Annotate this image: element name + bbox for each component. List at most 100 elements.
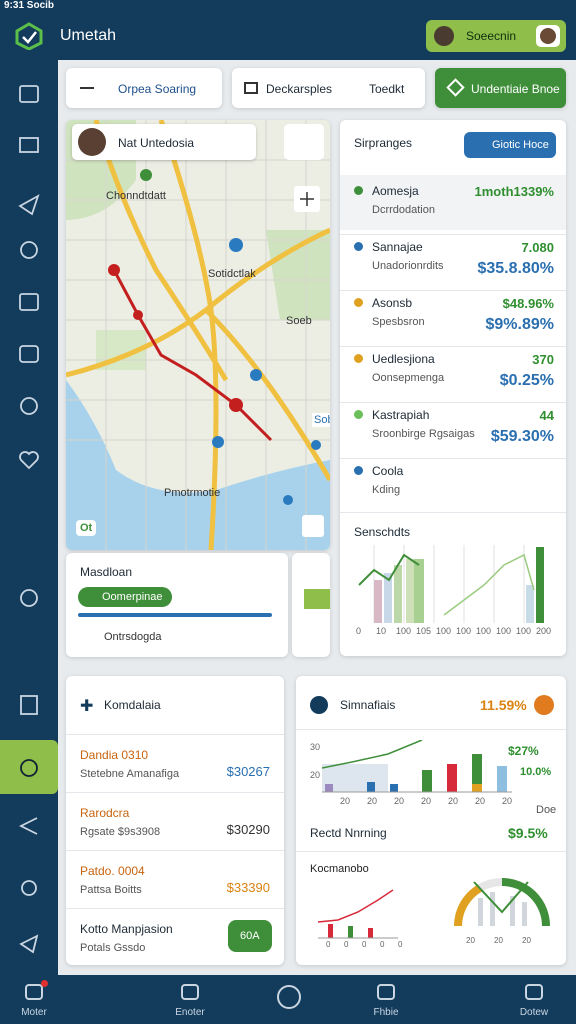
- graphic: [266, 230, 330, 320]
- graphic: [250, 369, 262, 381]
- nav-label[interactable]: Dotew: [519, 1007, 549, 1018]
- route-pill[interactable]: Oomerpinae: [78, 587, 172, 607]
- item-change: $59.30%: [490, 428, 554, 445]
- nav-label[interactable]: Moter: [21, 1007, 47, 1018]
- graphic: [19, 85, 39, 103]
- account-button[interactable]: 60A: [228, 920, 272, 952]
- item-name[interactable]: Asonsb: [372, 296, 413, 310]
- sidebar-icons: [18, 85, 40, 954]
- graphic: [229, 238, 243, 252]
- item-name[interactable]: Aomesja: [372, 184, 419, 198]
- map-label: Soeb: [286, 315, 312, 327]
- axis-label: 100: [456, 626, 472, 636]
- map[interactable]: Nat Untedosia Chonndtdatt Sotidctlak Soe…: [66, 120, 330, 550]
- filter-button[interactable]: Deckarsples Toedkt: [232, 68, 425, 108]
- map-tool[interactable]: [284, 124, 324, 160]
- accounts-card: ✚ Komdalaia Dandia 0310 Stetebne Amanafig…: [66, 676, 284, 965]
- row-name[interactable]: Kotto Manpjasion: [80, 922, 173, 936]
- graphic: [108, 264, 243, 412]
- icon: ✚: [80, 698, 94, 715]
- row-name[interactable]: Patdo. 0004: [80, 864, 145, 878]
- route-card-side: [292, 553, 330, 657]
- graphic: [473, 881, 529, 914]
- avatar: [540, 28, 556, 44]
- places-title: Sirpranges: [354, 136, 413, 150]
- axis-label: 0: [398, 940, 403, 949]
- icon: [310, 696, 328, 714]
- separator: [66, 850, 284, 851]
- graphic: [390, 784, 398, 792]
- axis-label: 20: [421, 796, 432, 806]
- pill: [304, 589, 330, 609]
- icon: [534, 695, 554, 715]
- action-button[interactable]: Undentiaie Bnoe: [435, 68, 566, 108]
- item-name[interactable]: Coola: [372, 464, 404, 478]
- map-label: Chonndtdatt: [106, 190, 166, 202]
- item-value: 7.080: [521, 240, 554, 255]
- gauge: [454, 878, 550, 927]
- filter-label: Deckarsples: [266, 82, 333, 96]
- graphic: [140, 169, 152, 181]
- item-value: 1moth1339%: [474, 184, 554, 199]
- axis-label: 20: [502, 796, 513, 806]
- axis-label: 0: [362, 940, 367, 949]
- nav-icon[interactable]: [181, 984, 199, 1000]
- location-box[interactable]: Nat Untedosia: [72, 124, 256, 160]
- nav-icon[interactable]: [377, 984, 395, 1000]
- summary-title: Simnafiais: [340, 698, 396, 712]
- row-detail: Potals Gssdo: [80, 942, 146, 954]
- route-item: Ontrsdogda: [104, 631, 162, 643]
- graphic: [510, 896, 515, 926]
- nav-icon[interactable]: [25, 984, 43, 1000]
- graphic: [22, 31, 37, 44]
- progress-bar: [78, 613, 272, 617]
- row-detail: Stetebne Amanafiga: [80, 768, 180, 780]
- graphic: [212, 238, 321, 505]
- axis-label: 20: [475, 796, 486, 806]
- item-name[interactable]: Kastrapiah: [372, 408, 430, 422]
- nav-label[interactable]: Enoter: [175, 1007, 205, 1018]
- item-name[interactable]: Sannajae: [372, 240, 423, 254]
- graphic: [15, 22, 43, 50]
- notification-dot: [41, 980, 48, 987]
- user-name: Soeecnin: [466, 29, 517, 43]
- accounts-title: Komdalaia: [104, 698, 161, 712]
- separator: [340, 234, 566, 235]
- row-value: $30267: [226, 764, 270, 779]
- nav-label[interactable]: Fhbie: [373, 1007, 399, 1018]
- item-change: $35.8.80%: [477, 260, 554, 277]
- separator: [340, 512, 566, 513]
- graphic: [443, 553, 535, 616]
- graphic: [454, 878, 550, 927]
- axis-label: 105: [416, 626, 432, 636]
- graphic: [66, 380, 330, 550]
- nav-center[interactable]: [277, 985, 301, 1009]
- mini-chart: [318, 889, 398, 939]
- row-name[interactable]: Dandia 0310: [80, 748, 149, 762]
- separator: [296, 729, 566, 730]
- route-title: Masdloan: [80, 565, 133, 579]
- user-button[interactable]: Soeecnin: [426, 20, 566, 52]
- axis-label: 20: [448, 796, 459, 806]
- axis-label: 20: [466, 936, 475, 945]
- avatar-frame: [536, 25, 560, 47]
- graphic: [447, 764, 457, 792]
- graphic: [501, 878, 550, 927]
- nav-icon[interactable]: [525, 984, 543, 1000]
- graphic: [374, 580, 382, 623]
- badge-label: Giotic Hoce: [492, 139, 549, 151]
- item-detail: Kding: [372, 484, 401, 496]
- filter-tag: Toedkt: [369, 82, 405, 96]
- places-badge[interactable]: Giotic Hoce: [464, 132, 556, 158]
- graphic: [20, 589, 38, 607]
- graphic: [368, 928, 373, 938]
- map-corner[interactable]: Ot: [76, 520, 97, 536]
- row-detail: Pattsa Boitts: [80, 884, 142, 896]
- separator: [66, 908, 284, 909]
- separator: [340, 290, 566, 291]
- sidebar-active[interactable]: [0, 740, 58, 794]
- item-dot: [354, 298, 363, 307]
- row-name[interactable]: Rarodcra: [80, 806, 130, 820]
- item-name[interactable]: Uedlesjiona: [372, 352, 435, 366]
- search-button[interactable]: Orpea Soaring: [66, 68, 222, 108]
